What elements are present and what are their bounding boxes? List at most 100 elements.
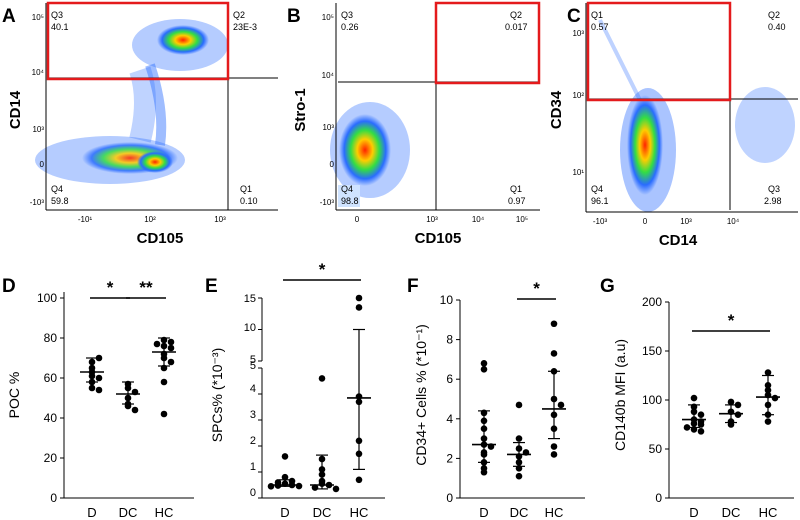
x-tick: 10⁴ <box>472 215 485 224</box>
panel-f: F 0 2 4 6 8 10 CD34+ Cells % (*10⁻¹) D DC HC <box>407 276 585 520</box>
data-point <box>281 473 289 481</box>
panel-c: C Q1 0.57 Q2 0.40 Q4 96.1 Q3 2.98 10³ 10… <box>548 1 798 249</box>
x-tick: 10³ <box>680 217 692 226</box>
data-point <box>515 435 523 442</box>
data-point <box>95 386 103 394</box>
x-category-label: D <box>87 505 96 520</box>
y-tick: 10³ <box>32 125 44 134</box>
y-tick: 100 <box>37 291 57 305</box>
y-tick: 2 <box>250 435 256 447</box>
data-point <box>167 338 175 346</box>
y-tick: 20 <box>44 451 58 465</box>
x-tick: 10⁵ <box>516 215 528 224</box>
panel-d: D 0 20 40 60 80 100 POC % D DC HC <box>2 276 194 520</box>
x-tick: 0 <box>355 215 360 224</box>
data-point <box>153 340 161 348</box>
data-point <box>697 428 705 435</box>
y-tick: 60 <box>44 371 58 385</box>
y-tick: 10² <box>572 91 584 100</box>
data-point <box>267 483 275 490</box>
x-tick: 0 <box>643 217 648 226</box>
quad-name: Q2 <box>768 10 780 20</box>
data-point <box>727 398 735 406</box>
data-point <box>332 485 340 493</box>
data-point <box>295 482 303 490</box>
panel-b: B Q3 0.26 Q2 0.017 Q4 98.8 Q1 0.97 10⁵ 1… <box>287 1 541 247</box>
data-point <box>480 360 488 367</box>
quad-value: 98.8 <box>341 196 359 206</box>
panel-letter: F <box>407 276 419 297</box>
y-tick: 10³ <box>572 29 584 38</box>
y-tick: 150 <box>642 344 662 358</box>
data-point <box>550 451 558 458</box>
y-tick: 0 <box>446 491 453 505</box>
x-tick: 10² <box>144 215 156 224</box>
gate-box <box>46 1 230 81</box>
data-point <box>281 453 289 460</box>
y-tick: 40 <box>44 411 58 425</box>
data-point <box>764 418 772 425</box>
x-category-label: D <box>689 505 698 520</box>
panel-letter: E <box>205 276 218 297</box>
significance-marker: * <box>319 260 326 279</box>
quad-value: 40.1 <box>51 22 69 32</box>
y-tick: 4 <box>446 412 453 426</box>
label-highlight <box>338 185 360 207</box>
panel-letter: G <box>600 276 615 297</box>
panel-e: E 5 0 1 2 3 4 5 10 15 SPCs% (*10⁻³) D DC… <box>205 276 385 520</box>
quad-name: Q3 <box>768 184 780 194</box>
data-point <box>557 401 565 409</box>
y-tick: 0 <box>50 491 57 505</box>
y-tick: 6 <box>446 372 453 386</box>
x-category-label: DC <box>722 505 741 520</box>
quad-name: Q4 <box>341 184 353 194</box>
quad-name: Q2 <box>510 10 522 20</box>
data-point <box>734 411 742 419</box>
data-point <box>355 476 363 484</box>
y-tick: 10 <box>244 322 256 334</box>
y-tick: 10⁴ <box>322 71 335 80</box>
x-axis-label: CD105 <box>137 230 184 247</box>
y-tick: 0 <box>655 491 662 505</box>
quad-value: 0.57 <box>591 22 609 32</box>
y-tick: 10¹ <box>572 168 584 177</box>
quad-value: 0.97 <box>508 196 526 206</box>
significance-marker: ** <box>139 278 153 297</box>
flow-density-cloud <box>330 102 410 198</box>
quad-value: 0.10 <box>240 196 258 206</box>
y-axis-label: CD14 <box>7 90 24 129</box>
quad-name: Q1 <box>510 184 522 194</box>
quad-value: 96.1 <box>591 196 609 206</box>
significance-marker: * <box>107 278 114 297</box>
y-tick: 100 <box>642 393 662 407</box>
data-point <box>515 401 523 409</box>
data-point <box>88 384 96 392</box>
panel-a: A Q3 40.1 Q2 23E-3 Q4 59.8 Q1 0.10 10⁵ 1… <box>2 1 278 247</box>
x-tick: 10³ <box>426 215 438 224</box>
data-point <box>697 421 705 428</box>
y-axis-label: POC % <box>6 372 22 419</box>
data-point <box>131 406 139 414</box>
y-axis-label: Stro-1 <box>292 88 309 131</box>
x-category-label: D <box>479 505 488 520</box>
y-axis-label: CD34 <box>548 90 565 129</box>
x-category-label: HC <box>545 505 564 520</box>
data-point <box>764 369 772 376</box>
y-tick: 3 <box>250 409 256 421</box>
gate-box <box>434 1 541 85</box>
panel-g: G 0 50 100 150 200 CD140b MFI (a.u) D DC HC <box>600 276 794 520</box>
x-category-label: HC <box>155 505 174 520</box>
x-category-label: DC <box>313 505 332 520</box>
panel-letter: C <box>567 6 581 27</box>
data-point <box>550 320 558 328</box>
y-tick: 10⁵ <box>32 13 44 22</box>
x-axis-label: CD105 <box>415 230 462 247</box>
x-category-label: HC <box>350 505 369 520</box>
y-axis-label: CD140b MFI (a.u) <box>612 339 628 451</box>
quad-value: 0.26 <box>341 22 359 32</box>
y-tick: 8 <box>446 333 453 347</box>
data-point <box>355 294 363 302</box>
significance-marker: * <box>533 279 540 298</box>
